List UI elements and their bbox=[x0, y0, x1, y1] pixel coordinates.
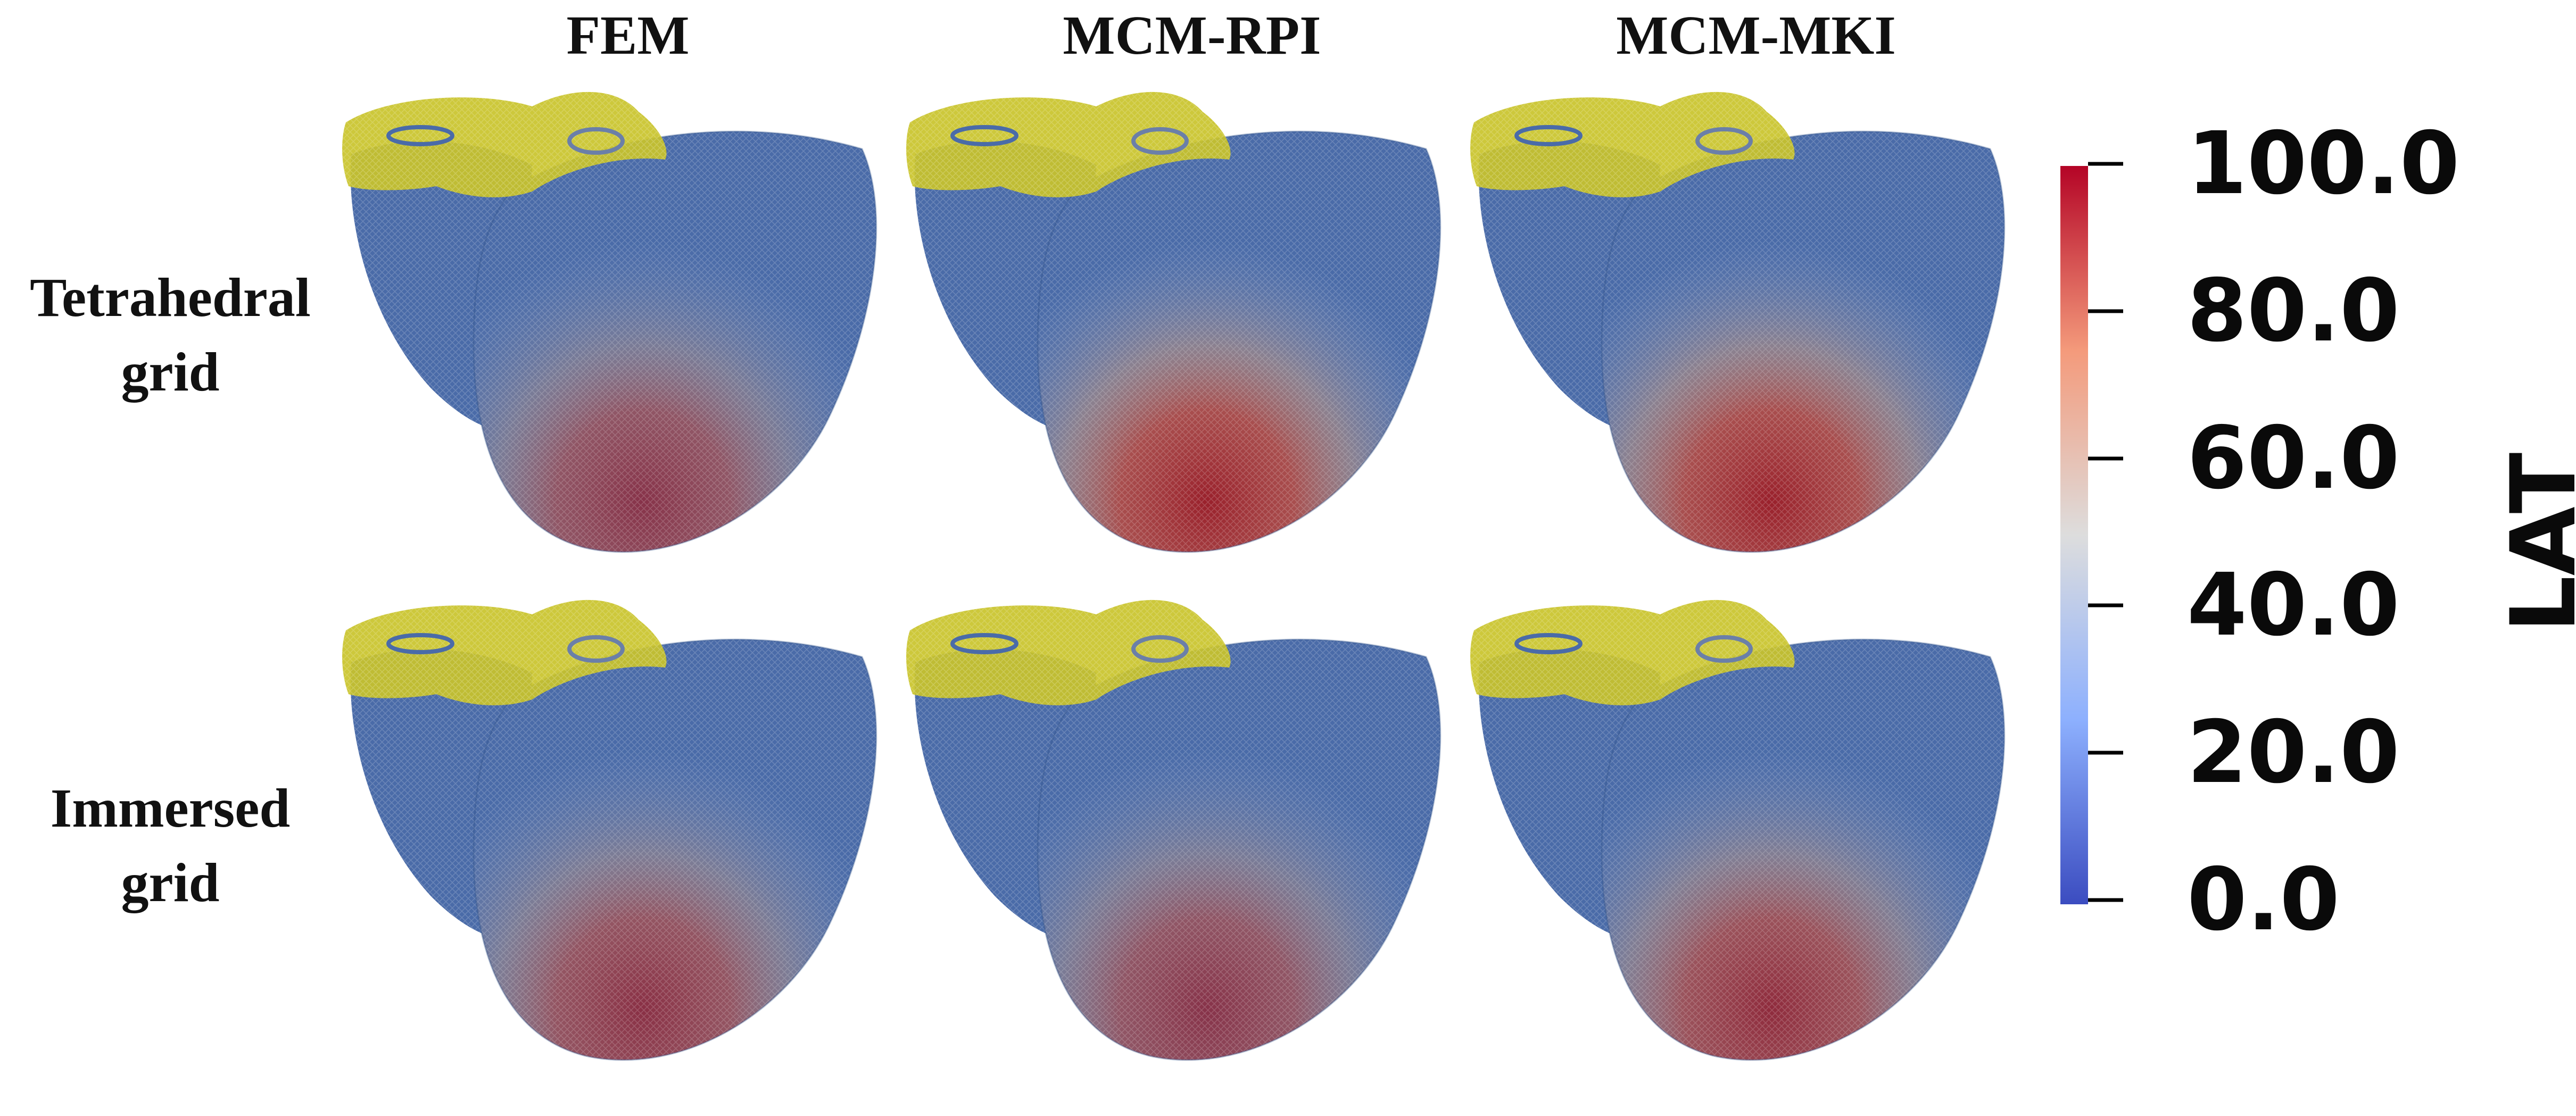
valve-ring bbox=[950, 633, 1018, 654]
heart-panel-tetra-fem bbox=[342, 91, 877, 553]
valve-ring bbox=[1514, 633, 1583, 654]
colorbar-ticks bbox=[2088, 162, 2123, 902]
mesh-texture bbox=[1470, 599, 1795, 705]
left-ventricle-outline bbox=[1601, 638, 2006, 1061]
left-ventricle-outline bbox=[1037, 130, 1442, 553]
row-label-line1: Immersed bbox=[50, 778, 291, 839]
colorbar-tick-label: 20.0 bbox=[2187, 703, 2400, 803]
valve-ring bbox=[950, 125, 1018, 146]
mesh-texture bbox=[1602, 639, 2005, 1060]
heart-panel-tetra-mcm-rpi bbox=[906, 91, 1442, 553]
column-header-mcm-mki: MCM-MKI bbox=[1616, 5, 1896, 66]
colorbar-tick-label: 60.0 bbox=[2187, 409, 2400, 509]
column-header-fem: FEM bbox=[566, 5, 690, 66]
mesh-texture bbox=[1470, 91, 1795, 197]
colorbar-tick-label: 40.0 bbox=[2187, 555, 2400, 655]
mesh-texture bbox=[474, 639, 876, 1060]
colorbar-tick-label: 80.0 bbox=[2187, 261, 2400, 361]
heart-panel-immersed-mcm-mki bbox=[1470, 599, 2006, 1061]
mesh-texture bbox=[906, 599, 1231, 705]
left-ventricle-outline bbox=[473, 130, 877, 553]
heart-panel-tetra-mcm-mki bbox=[1470, 91, 2006, 553]
mesh-texture bbox=[1038, 131, 1440, 552]
left-ventricle-outline bbox=[1601, 130, 2006, 553]
mesh-texture bbox=[342, 599, 667, 705]
row-label-immersed: Immersed grid bbox=[0, 771, 341, 920]
colorbar-title: LAT (ms) bbox=[2491, 452, 2576, 633]
valve-ring bbox=[1514, 125, 1583, 146]
valve-ring bbox=[386, 633, 454, 654]
mesh-texture bbox=[342, 91, 667, 197]
row-label-line2: grid bbox=[121, 852, 220, 913]
heart-panel-immersed-mcm-rpi bbox=[906, 599, 1442, 1061]
column-header-mcm-rpi: MCM-RPI bbox=[1063, 5, 1321, 66]
colorbar bbox=[2060, 162, 2123, 904]
colorbar-tick-label: 0.0 bbox=[2187, 850, 2340, 950]
left-ventricle-outline bbox=[473, 638, 877, 1061]
row-label-line2: grid bbox=[121, 342, 220, 403]
colorbar-gradient bbox=[2060, 166, 2088, 904]
mesh-texture bbox=[1602, 131, 2005, 552]
valve-ring bbox=[1131, 127, 1189, 155]
valve-ring bbox=[1695, 635, 1753, 663]
valve-ring bbox=[1131, 635, 1189, 663]
valve-ring bbox=[386, 125, 454, 146]
mesh-texture bbox=[474, 131, 876, 552]
row-label-tetrahedral: Tetrahedral grid bbox=[0, 261, 341, 410]
valve-ring bbox=[567, 127, 625, 155]
mesh-texture bbox=[1038, 639, 1440, 1060]
valve-ring bbox=[1695, 127, 1753, 155]
left-ventricle-outline bbox=[1037, 638, 1442, 1061]
valve-ring bbox=[567, 635, 625, 663]
colorbar-tick-label: 100.0 bbox=[2187, 114, 2460, 214]
heart-panel-immersed-fem bbox=[342, 599, 877, 1061]
row-label-line1: Tetrahedral bbox=[30, 267, 311, 328]
mesh-texture bbox=[906, 91, 1231, 197]
